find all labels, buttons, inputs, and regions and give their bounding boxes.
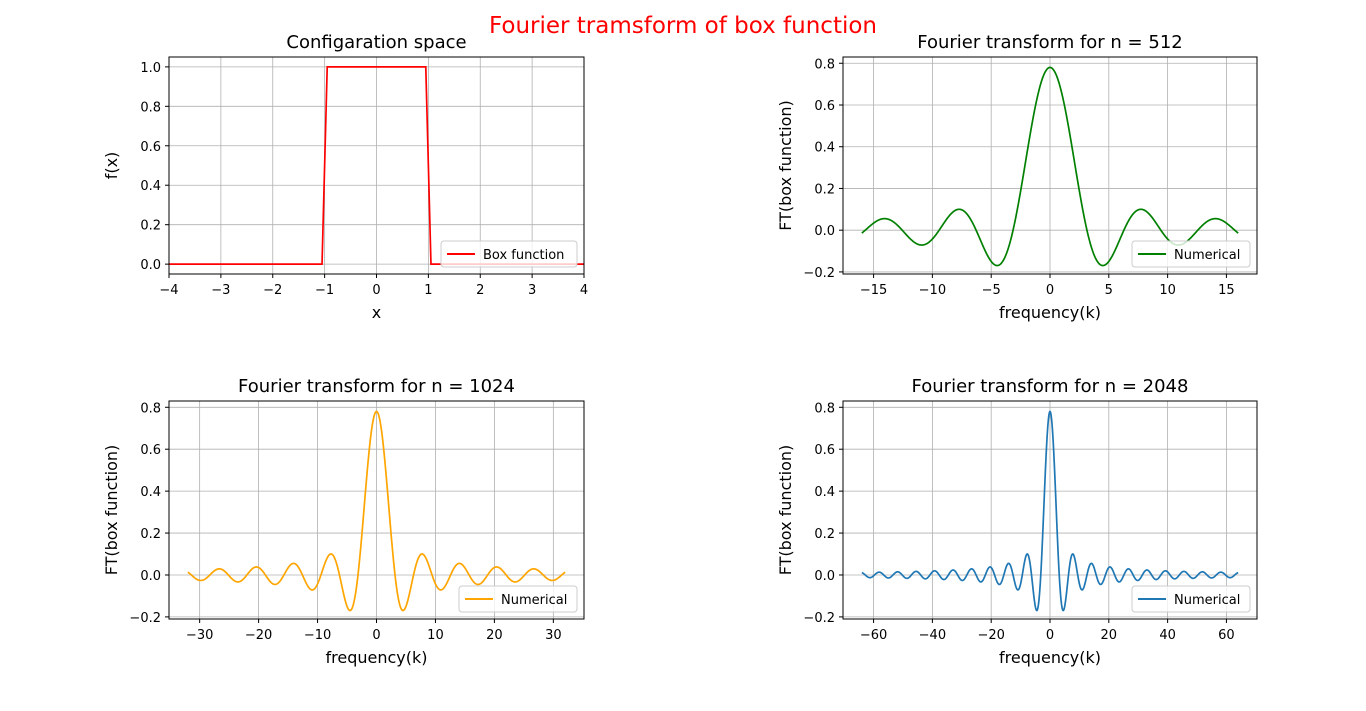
y-tick-label: 0.6	[814, 99, 835, 114]
x-tick-label: −5	[982, 283, 1001, 298]
x-axis-label: x	[372, 303, 381, 322]
y-tick-label: 0.8	[140, 100, 161, 115]
x-axis-label: frequency(k)	[326, 648, 428, 667]
figure-suptitle: Fourier tramsform of box function	[489, 13, 877, 39]
y-axis-label: FT(box function)	[102, 445, 121, 576]
x-tick-label: −3	[211, 283, 230, 298]
y-axis-label: f(x)	[102, 152, 121, 180]
series-line	[187, 410, 566, 612]
x-axis-label: frequency(k)	[999, 303, 1101, 322]
series-line	[861, 410, 1239, 612]
legend: Box function	[440, 240, 578, 268]
x-tick-label: −30	[186, 628, 213, 643]
plot-panel-1: −4 −3 −2 −1 0 1 2 3 4 0.0 0.2 0.4 0.6 0.8 1.0 Configara…	[102, 32, 588, 322]
x-tick-label: 1	[424, 283, 432, 298]
y-tick-label: 0.2	[814, 527, 835, 542]
y-tick-label: 0.4	[140, 179, 161, 194]
plot-title: Fourier transform for n = 512	[917, 32, 1182, 53]
x-tick-label: −15	[860, 283, 887, 298]
y-axis-label: FT(box function)	[776, 100, 795, 231]
legend-label: Box function	[483, 248, 564, 263]
y-tick-label: 0.2	[140, 527, 161, 542]
legend: Numerical	[1131, 585, 1251, 613]
x-tick-label: 40	[1159, 628, 1176, 643]
plot-title: Fourier transform for n = 2048	[912, 376, 1189, 397]
x-axis-label: frequency(k)	[999, 648, 1101, 667]
legend-label: Numerical	[1174, 593, 1240, 608]
y-tick-label: 0.2	[814, 182, 835, 197]
x-tick-label: 5	[1105, 283, 1113, 298]
x-tick-label: −40	[919, 628, 946, 643]
x-tick-label: 15	[1218, 283, 1235, 298]
x-tick-label: 0	[1046, 628, 1054, 643]
y-tick-label: 0.8	[814, 57, 835, 72]
y-tick-label: 0.0	[814, 224, 835, 239]
x-tick-label: 2	[476, 283, 484, 298]
x-tick-label: −4	[159, 283, 178, 298]
plot-title: Configaration space	[286, 32, 466, 53]
y-tick-label: 0.0	[814, 569, 835, 584]
x-tick-label: −1	[315, 283, 334, 298]
x-tick-label: 20	[486, 628, 503, 643]
legend-label: Numerical	[1174, 248, 1240, 263]
y-tick-label: −0.2	[129, 611, 161, 626]
legend: Numerical	[1131, 240, 1251, 268]
y-tick-label: 0.6	[140, 443, 161, 458]
x-tick-label: 0	[372, 283, 380, 298]
y-tick-label: 0.4	[140, 485, 161, 500]
legend-label: Numerical	[501, 593, 567, 608]
y-tick-label: 0.0	[140, 569, 161, 584]
x-tick-label: 30	[545, 628, 562, 643]
y-tick-label: 0.0	[140, 258, 161, 273]
y-tick-label: 0.2	[140, 219, 161, 234]
x-tick-label: −20	[245, 628, 272, 643]
y-tick-label: −0.2	[803, 266, 835, 281]
y-tick-label: 0.6	[140, 140, 161, 155]
x-tick-label: −2	[263, 283, 282, 298]
y-tick-label: −0.2	[803, 611, 835, 626]
legend-box	[1131, 240, 1251, 268]
legend-box	[1131, 585, 1251, 613]
x-tick-label: 3	[528, 283, 536, 298]
plot-title: Fourier transform for n = 1024	[238, 376, 515, 397]
x-tick-label: 10	[427, 628, 444, 643]
legend: Numerical	[458, 585, 578, 613]
plot-panel-3: −30 −20 −10 0 10 20 30 −0.2 0.0 0.2 0.4 0.6 0.8 Fouri…	[102, 376, 585, 667]
y-tick-label: 0.8	[140, 401, 161, 416]
x-tick-label: 0	[1046, 283, 1054, 298]
y-tick-label: 0.4	[814, 485, 835, 500]
y-tick-label: 0.8	[814, 401, 835, 416]
x-tick-label: −10	[304, 628, 331, 643]
plot-panel-2: −15 −10 −5 0 5 10 15 −0.2 0.0 0.2 0.4 0.6 0.8 Fourier…	[776, 32, 1258, 322]
x-tick-label: 20	[1101, 628, 1118, 643]
x-tick-label: −10	[919, 283, 946, 298]
x-tick-label: 60	[1218, 628, 1235, 643]
x-tick-label: 10	[1159, 283, 1176, 298]
legend-box	[440, 240, 578, 268]
x-tick-label: −20	[977, 628, 1004, 643]
x-tick-label: −60	[860, 628, 887, 643]
y-tick-label: 0.6	[814, 443, 835, 458]
x-tick-label: 0	[372, 628, 380, 643]
plot-panel-4: −60 −40 −20 0 20 40 60 −0.2 0.0 0.2 0.4 0.6 0.8 Fouri…	[776, 376, 1258, 667]
y-axis-label: FT(box function)	[776, 445, 795, 576]
y-tick-label: 0.4	[814, 141, 835, 156]
x-tick-label: 4	[580, 283, 588, 298]
y-tick-label: 1.0	[140, 61, 161, 76]
legend-box	[458, 585, 578, 613]
